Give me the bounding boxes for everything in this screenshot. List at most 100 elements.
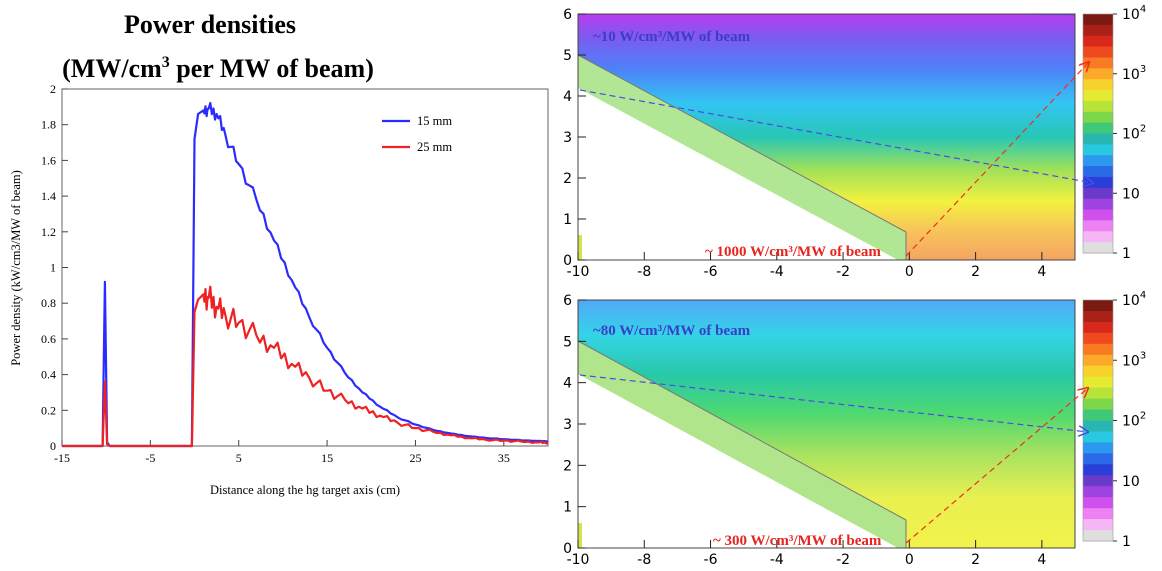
- colorbar-cell: [1083, 57, 1113, 69]
- heatmap-x-tick-label: -6: [704, 264, 718, 280]
- heatmap-x-tick-label: 0: [905, 552, 914, 568]
- colorbar-cell: [1083, 300, 1113, 312]
- heatmap-y-tick-label: 3: [563, 417, 572, 433]
- heatmap-x-tick-label: 4: [1037, 552, 1046, 568]
- heatmap-x-tick-label: -10: [567, 552, 590, 568]
- series-line-15mm: [62, 101, 549, 448]
- colorbar-cell: [1083, 530, 1113, 542]
- legend-label-15mm: 15 mm: [417, 114, 452, 128]
- legend: 15 mm 25 mm: [382, 114, 452, 154]
- heatmap-y-tick-label: 1: [563, 212, 572, 228]
- colorbar-cell: [1083, 166, 1113, 178]
- heatmap-bottom-edge-strip: [578, 523, 582, 548]
- heatmap-x-tick-label: -8: [637, 264, 651, 280]
- colorbar-cell: [1083, 409, 1113, 422]
- colorbar-cell: [1083, 475, 1113, 487]
- heatmap-top-edge-strip: [578, 235, 582, 260]
- y-tick-label: 1.6: [41, 153, 56, 167]
- colorbar-cell: [1083, 310, 1113, 323]
- heatmap-y-tick-label: 3: [563, 130, 572, 146]
- x-tick-label: 5: [236, 451, 242, 465]
- colorbar-cell: [1083, 46, 1113, 59]
- colorbar-cell: [1083, 464, 1113, 476]
- colorbar-cell: [1083, 332, 1113, 345]
- colorbar-cell: [1083, 387, 1113, 400]
- colorbar-cell: [1083, 68, 1113, 80]
- colorbar-tick-label: 1: [1122, 246, 1131, 262]
- colorbar-cell: [1083, 486, 1113, 498]
- heatmap-top: -10 -8 -6 -4 -2 0 2 4 0 1 2 3 4 5 6 1 10 102 103 104 ~10 …: [563, 4, 1146, 280]
- beam-arrow-red-top: [905, 62, 1089, 257]
- heatmap-y-tick-label: 2: [563, 171, 572, 187]
- line-chart-plot-area: [61, 88, 549, 447]
- annotation-top-red: ~ 1000 W/cm³/MW of beam: [705, 244, 881, 260]
- colorbar-tick-label: 1: [1122, 534, 1131, 550]
- colorbar-tick-label: 102: [1122, 411, 1146, 430]
- heatmap-x-tick-label: 2: [971, 264, 980, 280]
- colorbar-cell: [1083, 220, 1113, 232]
- annotation-bottom-blue: ~80 W/cm³/MW of beam: [593, 323, 751, 339]
- colorbar-tick-label: 102: [1122, 124, 1146, 143]
- heatmap-top-vessel-wall: [578, 55, 906, 260]
- heatmap-x-tick-label: 0: [905, 264, 914, 280]
- colorbar-cell: [1083, 519, 1113, 531]
- heatmap-bottom-vessel-wall: [578, 341, 906, 548]
- colorbar-cell: [1083, 198, 1113, 211]
- heatmap-x-tick-label: -4: [770, 264, 784, 280]
- colorbar-cell: [1083, 365, 1113, 378]
- colorbar-tick-label: 103: [1122, 350, 1146, 369]
- heatmap-y-tick-label: 5: [563, 48, 572, 64]
- y-tick-label: 1.4: [41, 189, 56, 203]
- annotation-bottom-red: ~ 300 W/cm³/MW of beam: [713, 533, 882, 549]
- heatmap-y-tick-label: 2: [563, 458, 572, 474]
- x-tick-label: -5: [145, 451, 155, 465]
- colorbar-cell: [1083, 133, 1113, 145]
- colorbar-cell: [1083, 122, 1113, 135]
- heatmap-x-tick-label: -4: [770, 552, 784, 568]
- heatmap-x-tick-label: 2: [971, 552, 980, 568]
- colorbar-cell: [1083, 144, 1113, 156]
- figure-title-line2: (MW/cm3 per MW of beam): [62, 54, 374, 83]
- y-tick-label: 2: [50, 82, 56, 96]
- colorbar-cell: [1083, 155, 1113, 167]
- heatmap-y-tick-label: 4: [563, 89, 572, 105]
- y-axis-label: Power density (kW/cm3/MW of beam): [9, 170, 23, 366]
- heatmap-bottom-vessel-outline: [578, 340, 907, 521]
- colorbar-cell: [1083, 35, 1113, 48]
- colorbar-tick-label: 104: [1122, 290, 1146, 309]
- figure-title-line1: Power densities: [124, 10, 296, 39]
- x-tick-label: 15: [321, 451, 333, 465]
- colorbar-bottom: [1082, 299, 1114, 542]
- beam-arrow-blue-bottom: [579, 374, 1088, 432]
- y-tick-label: 1.2: [41, 225, 56, 239]
- line-chart: -15 -5 5 15 25 35 0 0.2 0.4 0.6 0.8 1 1.2 1.4 1.6 1.8 2…: [9, 82, 549, 497]
- colorbar-cell: [1083, 111, 1113, 124]
- y-tick-label: 0.4: [41, 368, 56, 382]
- beam-arrow-blue-top: [579, 89, 1093, 183]
- series-line-25mm: [62, 285, 549, 448]
- heatmap-x-tick-label: -2: [836, 552, 850, 568]
- colorbar-cell: [1083, 420, 1113, 433]
- colorbar-cell: [1083, 497, 1113, 509]
- colorbar-tick-label: 104: [1122, 4, 1146, 23]
- colorbar-cell: [1083, 242, 1113, 254]
- annotation-top-blue: ~10 W/cm³/MW of beam: [593, 29, 751, 45]
- colorbar-cell: [1083, 176, 1113, 189]
- legend-label-25mm: 25 mm: [417, 140, 452, 154]
- colorbar-cell: [1083, 209, 1113, 222]
- colorbar-cell: [1083, 14, 1113, 26]
- colorbar-tick-label: 10: [1122, 186, 1140, 202]
- colorbar-cell: [1083, 90, 1113, 102]
- heatmap-y-tick-label: 1: [563, 500, 572, 516]
- heatmap-y-tick-label: 6: [563, 7, 572, 23]
- x-tick-label: 25: [409, 451, 421, 465]
- colorbar-cell: [1083, 187, 1113, 200]
- colorbar-cell: [1083, 453, 1113, 465]
- heatmap-y-tick-label: 6: [563, 293, 572, 309]
- y-tick-label: 1: [50, 261, 56, 275]
- colorbar-cell: [1083, 79, 1113, 91]
- y-tick-label: 0.8: [41, 296, 56, 310]
- heatmap-y-tick-label: 0: [563, 253, 572, 269]
- heatmap-top-vessel-outline: [578, 54, 907, 233]
